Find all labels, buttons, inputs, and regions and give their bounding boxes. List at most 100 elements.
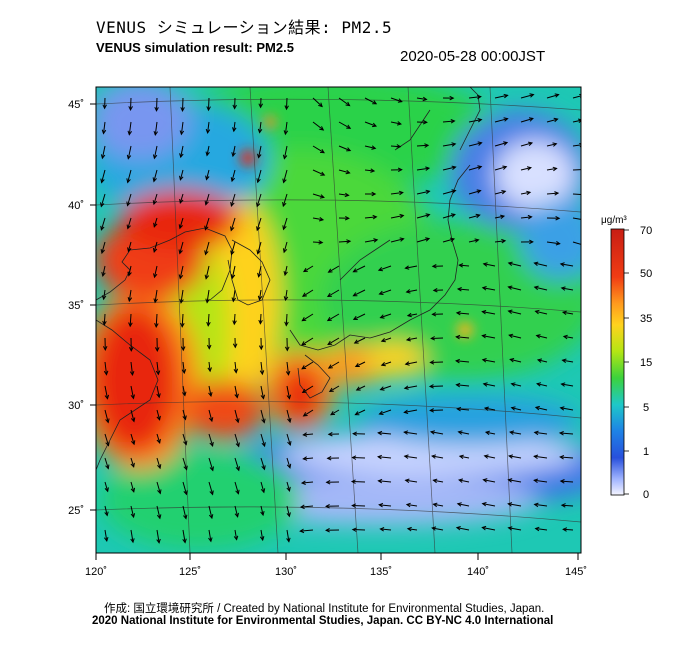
wind-arrow	[546, 94, 559, 99]
wind-arrowhead	[182, 538, 187, 544]
wind-arrowhead	[431, 264, 437, 269]
wind-arrowhead	[235, 442, 240, 448]
wind-arrowhead	[458, 454, 464, 459]
wind-arrowhead	[484, 430, 490, 436]
wind-arrow	[103, 289, 106, 300]
wind-arrowhead	[327, 431, 333, 437]
wind-arrow	[442, 120, 455, 123]
wind-arrowhead	[178, 274, 184, 280]
wind-arrow	[234, 457, 240, 471]
wind-arrowhead	[300, 480, 306, 485]
wind-arrow	[405, 265, 418, 269]
wind-arrow	[260, 505, 264, 516]
wind-arrowhead	[483, 406, 489, 411]
wind-arrowhead	[127, 271, 132, 277]
lat-label: 35˚	[68, 300, 84, 312]
colorbar-label: 70	[640, 225, 652, 237]
wind-arrowhead	[397, 167, 403, 173]
wind-arrowhead	[503, 93, 509, 99]
wind-arrowhead	[230, 201, 235, 207]
wind-arrow	[537, 359, 548, 363]
colorbar-unit: μg/m³	[601, 215, 627, 226]
wind-arrowhead	[527, 214, 533, 220]
wind-arrow	[233, 313, 236, 325]
wind-arrowhead	[352, 292, 358, 297]
wind-arrowhead	[536, 358, 543, 363]
wind-arrow	[364, 97, 377, 105]
wind-arrowhead	[156, 514, 162, 520]
wind-arrowhead	[232, 343, 238, 349]
wind-arrow	[155, 313, 158, 327]
wind-arrow	[459, 264, 470, 267]
wind-arrow	[204, 217, 210, 230]
wind-arrowhead	[430, 336, 436, 341]
wind-arrowhead	[354, 362, 360, 367]
wind-arrowhead	[326, 316, 332, 322]
wind-arrow	[379, 289, 392, 295]
wind-arrow	[205, 193, 210, 205]
graticule	[96, 87, 581, 553]
wind-arrow	[205, 265, 210, 279]
wind-arrow	[127, 145, 132, 159]
wind-arrowhead	[429, 360, 435, 365]
wind-arrow	[104, 409, 109, 423]
wind-arrow	[127, 169, 132, 183]
wind-arrowhead	[205, 151, 210, 157]
wind-arrow	[459, 479, 470, 483]
wind-arrowhead	[325, 527, 330, 533]
wind-arrow	[482, 287, 496, 291]
wind-arrow	[560, 480, 574, 483]
wind-arrow	[179, 169, 184, 180]
wind-arrowhead	[261, 418, 266, 424]
wind-arrowhead	[206, 106, 211, 112]
wind-arrowhead	[301, 317, 307, 322]
wind-arrowhead	[130, 440, 136, 446]
wind-arrowhead	[302, 432, 308, 437]
wind-arrowhead	[181, 369, 187, 375]
wind-arrow	[353, 289, 366, 297]
wind-arrow	[103, 313, 106, 325]
wind-arrow	[286, 457, 291, 468]
wind-arrowhead	[429, 408, 435, 413]
wind-arrow	[127, 217, 132, 229]
wind-arrow	[303, 433, 314, 436]
wind-arrowhead	[377, 266, 383, 272]
wind-arrow	[457, 408, 470, 411]
title-english: VENUS simulation result: PM2.5	[96, 40, 294, 55]
wind-arrowhead	[100, 225, 105, 231]
wind-arrowhead	[481, 358, 487, 363]
wind-arrow	[257, 241, 262, 254]
wind-arrow	[230, 193, 236, 207]
wind-arrow	[459, 455, 470, 459]
wind-arrowhead	[153, 222, 158, 228]
wind-arrow	[520, 118, 534, 123]
wind-arrow	[355, 361, 366, 367]
wind-arrowhead	[535, 334, 541, 339]
wind-arrow	[364, 121, 377, 127]
wind-arrowhead	[372, 100, 378, 105]
wind-arrowhead	[287, 417, 292, 424]
wind-arrow	[301, 337, 314, 346]
wind-arrowhead	[476, 189, 482, 194]
wind-arrowhead	[377, 430, 383, 436]
wind-arrow	[509, 455, 522, 459]
wind-arrowhead	[507, 454, 514, 459]
wind-arrowhead	[422, 96, 428, 102]
wind-arrow	[546, 118, 558, 123]
wind-arrowhead	[533, 478, 539, 484]
wind-arrowhead	[102, 320, 107, 326]
wind-arrow	[390, 215, 404, 219]
wind-arrow	[182, 481, 187, 495]
wind-arrowhead	[257, 272, 262, 278]
wind-arrowhead	[559, 262, 565, 267]
wind-arrowhead	[562, 334, 568, 340]
wind-arrowhead	[378, 502, 384, 508]
wind-arrowhead	[104, 394, 110, 400]
wind-arrowhead	[318, 216, 325, 222]
wind-arrow	[156, 409, 161, 420]
wind-arrowhead	[503, 117, 509, 122]
wind-arrowhead	[346, 124, 352, 129]
wind-arrowhead	[582, 193, 586, 197]
wind-arrow	[260, 361, 263, 375]
wind-arrowhead	[235, 489, 240, 495]
